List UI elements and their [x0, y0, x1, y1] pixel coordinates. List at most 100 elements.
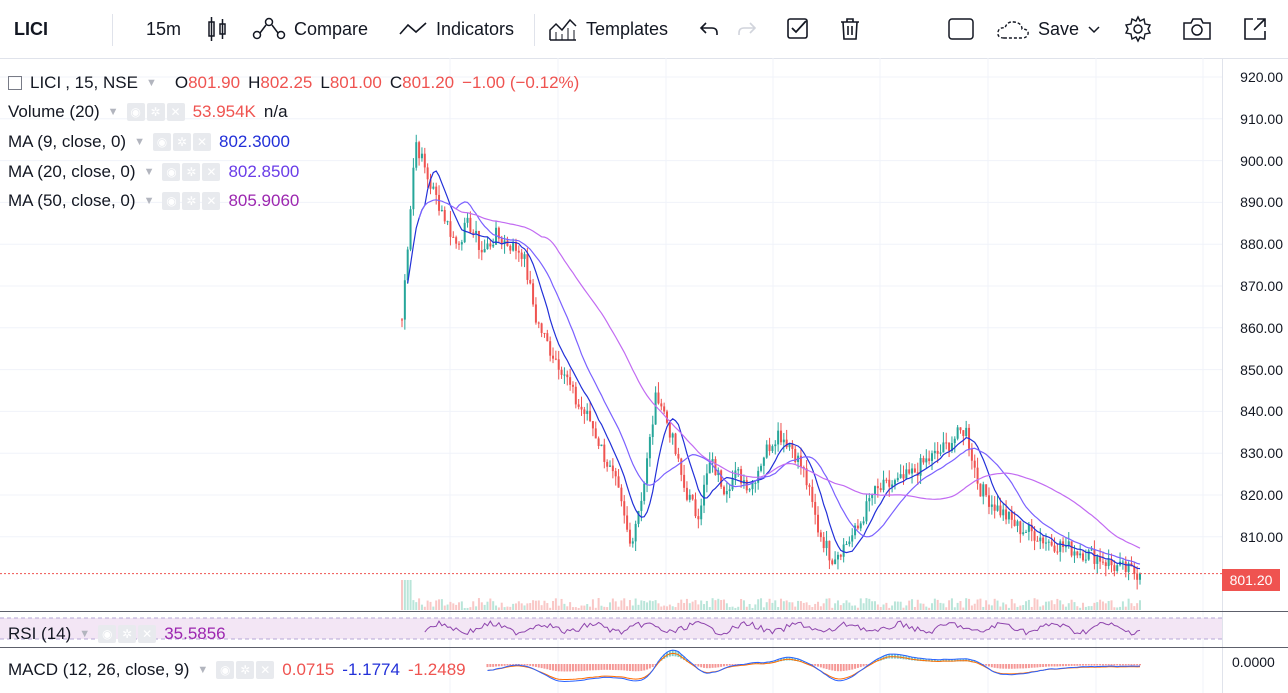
- interval-button[interactable]: 15m: [146, 0, 181, 58]
- indicator-overlays: [0, 617, 1222, 683]
- candle-body: [876, 486, 879, 489]
- macd-histogram-bar: [1110, 664, 1113, 666]
- macd-histogram-bar: [534, 664, 537, 667]
- symbol-search[interactable]: LICI: [14, 18, 48, 39]
- close-icon[interactable]: ✕: [256, 661, 275, 679]
- macd-histogram-bar: [606, 664, 609, 670]
- ma9-label: MA (9, close, 0): [8, 132, 127, 151]
- macd-histogram-bar: [722, 664, 725, 667]
- volume-bar: [865, 598, 868, 610]
- candle-body: [922, 458, 925, 463]
- eye-icon[interactable]: ◉: [126, 103, 145, 121]
- compare-button[interactable]: Compare: [252, 0, 368, 58]
- eye-icon[interactable]: ◉: [162, 163, 181, 181]
- macd-histogram-bar: [959, 658, 962, 662]
- chevron-down-icon[interactable]: ▼: [143, 166, 155, 178]
- fullscreen-toggle[interactable]: [948, 0, 974, 58]
- close-icon[interactable]: ✕: [193, 133, 211, 151]
- close-icon[interactable]: ✕: [202, 192, 221, 210]
- candle-body: [834, 559, 837, 565]
- templates-label: Templates: [586, 18, 669, 39]
- candle-body: [959, 427, 962, 431]
- candle-body: [882, 479, 885, 491]
- settings-button[interactable]: [1124, 0, 1152, 58]
- volume-bar: [477, 598, 480, 610]
- macd-histogram-bar: [714, 664, 717, 668]
- pane-divider[interactable]: [0, 611, 1288, 612]
- volume-bar: [637, 604, 640, 610]
- macd-histogram-bar: [631, 664, 634, 672]
- candle-body: [594, 428, 597, 439]
- price-axis[interactable]: 920.00 910.00 900.00 890.00 880.00 870.00 860.…: [1222, 58, 1288, 693]
- macd-histogram-bar: [503, 664, 506, 666]
- eye-icon[interactable]: ◉: [98, 625, 117, 643]
- popout-button[interactable]: [1242, 0, 1268, 58]
- select-button[interactable]: [786, 0, 810, 58]
- macd-histogram-bar: [552, 664, 555, 671]
- chart-type-button[interactable]: [206, 0, 228, 58]
- chevron-down-icon[interactable]: ▼: [79, 628, 91, 640]
- gear-icon[interactable]: ✲: [146, 103, 165, 121]
- save-button[interactable]: Save: [996, 0, 1101, 58]
- volume-bar: [449, 601, 452, 610]
- collapse-legend-icon[interactable]: [8, 76, 22, 90]
- gear-icon[interactable]: ✲: [182, 192, 201, 210]
- volume-bar: [554, 598, 557, 610]
- eye-icon[interactable]: ◉: [162, 192, 181, 210]
- templates-button[interactable]: Templates: [548, 0, 668, 58]
- chevron-down-icon[interactable]: ▼: [107, 106, 119, 118]
- candle-body: [574, 386, 577, 405]
- snapshot-button[interactable]: [1182, 0, 1212, 58]
- gear-icon[interactable]: ✲: [182, 163, 201, 181]
- close-icon[interactable]: ✕: [166, 103, 185, 121]
- eye-icon[interactable]: ◉: [216, 661, 235, 679]
- indicators-button[interactable]: Indicators: [398, 0, 514, 58]
- candle-body: [665, 411, 668, 423]
- candle-body: [831, 560, 834, 565]
- close-label: C: [389, 73, 403, 92]
- undo-button[interactable]: [698, 0, 720, 58]
- chevron-down-icon[interactable]: ▼: [143, 195, 155, 207]
- volume-bar: [1007, 607, 1010, 610]
- price-tick: 900.00: [1240, 152, 1283, 169]
- macd-histogram-bar: [990, 664, 993, 668]
- candle-body: [589, 410, 592, 422]
- candle-body: [905, 469, 908, 479]
- compare-icon: [252, 17, 286, 40]
- redo-button[interactable]: [736, 0, 758, 58]
- chevron-down-icon[interactable]: ▼: [145, 77, 157, 89]
- candle-body: [526, 254, 529, 280]
- pane-divider[interactable]: [0, 647, 1288, 648]
- gear-icon[interactable]: ✲: [118, 625, 137, 643]
- macd-histogram-bar: [811, 664, 814, 666]
- volume-bar: [939, 602, 942, 610]
- gear-icon[interactable]: ✲: [173, 133, 191, 151]
- volume-bar: [1087, 606, 1090, 610]
- macd-histogram-bar: [1007, 664, 1010, 669]
- chevron-down-icon[interactable]: ▼: [197, 664, 209, 676]
- macd-histogram-bar: [523, 664, 526, 666]
- volume-bar: [976, 599, 979, 610]
- macd-histogram-bar: [526, 664, 529, 666]
- candle-body: [654, 392, 657, 425]
- volume-bar: [822, 603, 825, 610]
- candle-body: [423, 153, 426, 168]
- volume-bar: [714, 600, 717, 610]
- candle-body: [1039, 537, 1042, 542]
- macd-histogram-bar: [1070, 664, 1073, 666]
- volume-bar: [1044, 601, 1047, 610]
- macd-histogram-bar: [1133, 664, 1136, 666]
- close-icon[interactable]: ✕: [202, 163, 221, 181]
- eye-icon[interactable]: ◉: [153, 133, 171, 151]
- close-icon[interactable]: ✕: [138, 625, 157, 643]
- candle-body: [637, 510, 640, 524]
- volume-bar: [1113, 607, 1116, 610]
- volume-bar: [996, 600, 999, 610]
- candle-body: [848, 541, 851, 545]
- volume-bar: [663, 605, 666, 610]
- candle-body: [1107, 559, 1110, 566]
- delete-button[interactable]: [838, 0, 862, 58]
- macd-histogram-bar: [834, 664, 837, 671]
- gear-icon[interactable]: ✲: [236, 661, 255, 679]
- chevron-down-icon[interactable]: ▼: [134, 136, 145, 148]
